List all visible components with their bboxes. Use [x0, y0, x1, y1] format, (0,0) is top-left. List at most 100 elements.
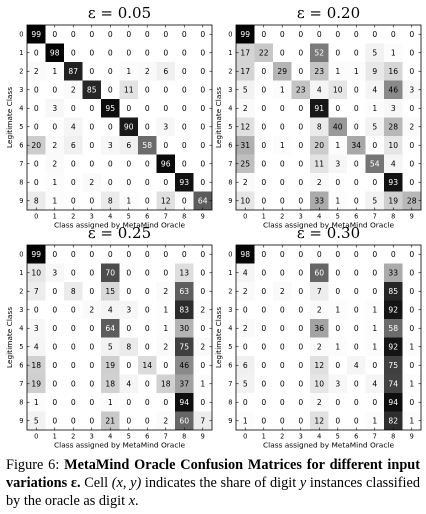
matrix-cell — [175, 154, 194, 173]
matrix-cell — [27, 43, 46, 62]
matrix-cell — [193, 117, 212, 136]
matrix-cell — [156, 374, 175, 393]
cell-value: 3 — [335, 159, 340, 168]
y-tick-label: 1 — [228, 49, 232, 57]
cell-value: 99 — [240, 30, 250, 39]
matrix-cell — [101, 154, 120, 173]
matrix-cell — [384, 99, 403, 118]
matrix-cell — [254, 191, 273, 210]
matrix-cell — [119, 117, 138, 136]
cell-value: 0 — [145, 122, 150, 131]
cell-value: 6 — [163, 67, 168, 76]
cell-value: 0 — [34, 122, 39, 131]
cell-value: 1 — [409, 416, 414, 425]
cell-value: 0 — [409, 67, 414, 76]
cell-value: 46 — [388, 85, 398, 94]
cell-value: 0 — [261, 287, 266, 296]
matrix-cell — [236, 62, 255, 81]
cell-value: 0 — [89, 141, 94, 150]
cell-value: 0 — [89, 250, 94, 259]
cell-value: 0 — [280, 416, 285, 425]
cell-value: 4 — [71, 122, 76, 131]
matrix-cell — [365, 300, 384, 319]
figure-title: MetaMind Oracle Confusion Matrices for d… — [6, 457, 420, 491]
cell-value: 0 — [335, 324, 340, 333]
matrix-cell — [291, 374, 310, 393]
cell-value: 0 — [280, 122, 285, 131]
matrix-cell — [175, 136, 194, 155]
matrix-cell — [254, 337, 273, 356]
cell-value: 87 — [68, 67, 78, 76]
cell-value: 0 — [280, 379, 285, 388]
cell-value: 0 — [89, 30, 94, 39]
matrix-cell — [236, 25, 255, 44]
matrix-cell — [310, 173, 329, 192]
matrix-cell — [45, 173, 64, 192]
matrix-cell — [45, 62, 64, 81]
cell-value: 0 — [372, 30, 377, 39]
matrix-cell — [193, 319, 212, 338]
matrix-cell — [82, 245, 101, 264]
cell-value: 0 — [298, 67, 303, 76]
y-axis-label: Legitimate Class — [214, 87, 223, 148]
matrix-cell — [236, 99, 255, 118]
cell-value: 0 — [261, 416, 266, 425]
matrix-cell — [365, 173, 384, 192]
matrix-cell — [45, 282, 64, 301]
cell-value: 2 — [200, 342, 205, 351]
y-tick-label: 4 — [228, 105, 232, 113]
cell-value: 64 — [198, 196, 208, 205]
cell-value: 0 — [126, 178, 131, 187]
matrix-cell — [365, 245, 384, 264]
cell-value: 0 — [145, 305, 150, 314]
y-tick-label: 5 — [19, 343, 23, 351]
cell-value: 1 — [200, 379, 205, 388]
cell-value: 5 — [243, 85, 248, 94]
cell-value: 0 — [200, 141, 205, 150]
matrix-cell — [27, 282, 46, 301]
cell-value: 8 — [71, 287, 76, 296]
cell-value: 60 — [179, 416, 189, 425]
matrix-cell — [175, 356, 194, 375]
y-tick-label: 8 — [228, 399, 232, 407]
matrix-cell — [236, 319, 255, 338]
cell-value: 0 — [145, 324, 150, 333]
cell-value: 1 — [163, 305, 168, 314]
matrix-cell — [402, 62, 421, 81]
y-tick-label: 3 — [19, 86, 23, 94]
cell-value: 0 — [89, 398, 94, 407]
cell-value: 90 — [124, 122, 134, 131]
matrix-cell — [45, 263, 64, 282]
matrix-cell — [175, 99, 194, 118]
matrix-cell — [82, 154, 101, 173]
matrix-cell — [310, 80, 329, 99]
matrix-cell — [119, 191, 138, 210]
matrix-cell — [101, 356, 120, 375]
matrix-cell — [82, 393, 101, 412]
matrix-cell — [347, 43, 366, 62]
cell-value: 0 — [200, 67, 205, 76]
cell-value: 99 — [31, 30, 41, 39]
cell-value: 0 — [261, 250, 266, 259]
cell-value: 8 — [317, 122, 322, 131]
x-tick-label: 6 — [354, 433, 358, 441]
cell-value: 12 — [314, 416, 324, 425]
matrix-cell — [119, 136, 138, 155]
cell-value: 0 — [71, 398, 76, 407]
matrix-cell — [45, 154, 64, 173]
cell-value: 1 — [372, 324, 377, 333]
y-tick-label: 3 — [19, 306, 23, 314]
x-tick-label: 0 — [34, 213, 38, 221]
matrix-cell — [45, 117, 64, 136]
matrix-cell — [273, 25, 292, 44]
matrix-cell — [45, 300, 64, 319]
cell-value: 0 — [52, 416, 57, 425]
matrix-cell — [328, 337, 347, 356]
matrix-cell — [175, 374, 194, 393]
matrix-cell — [45, 356, 64, 375]
y-tick-label: 8 — [228, 179, 232, 187]
cell-value: 0 — [163, 268, 168, 277]
matrix-cell — [273, 374, 292, 393]
cell-value: 0 — [145, 416, 150, 425]
cell-value: 3 — [391, 104, 396, 113]
